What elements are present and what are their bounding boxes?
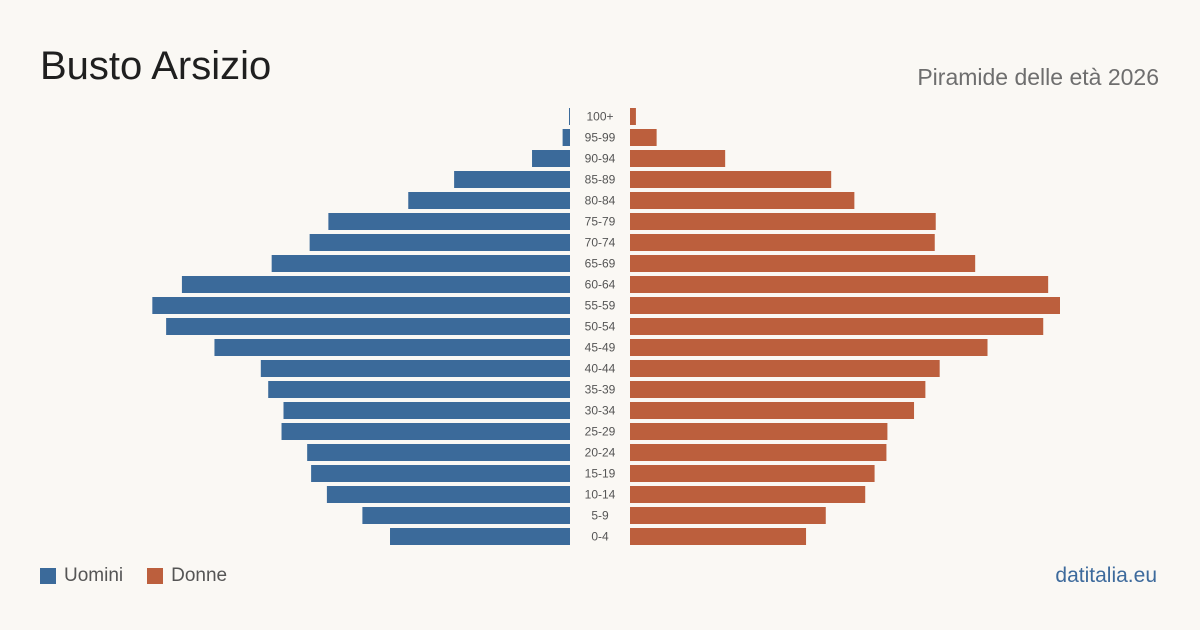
bar-women-45-49 [630, 339, 988, 356]
age-label-30-34: 30-34 [585, 404, 616, 418]
bar-men-5-9 [362, 507, 570, 524]
bar-women-35-39 [630, 381, 926, 398]
bar-women-75-79 [630, 213, 936, 230]
bar-men-0-4 [390, 528, 570, 545]
women-bars-group [630, 108, 1060, 545]
bar-women-40-44 [630, 360, 940, 377]
bar-men-10-14 [326, 486, 570, 503]
page-title: Busto Arsizio [40, 44, 272, 88]
bar-women-55-59 [630, 297, 1060, 314]
bar-men-25-29 [281, 423, 570, 440]
bar-men-85-89 [454, 171, 570, 188]
bar-women-50-54 [630, 318, 1044, 335]
bar-men-95-99 [562, 129, 570, 146]
legend-swatch-men [40, 568, 56, 584]
legend-label-women: Donne [171, 565, 228, 586]
chart-legend: Uomini Donne [40, 565, 251, 587]
bar-men-45-49 [214, 339, 571, 356]
age-label-80-84: 80-84 [585, 194, 616, 208]
age-label-55-59: 55-59 [585, 299, 616, 313]
brand-link[interactable]: datitalia.eu [1055, 564, 1157, 587]
age-label-90-94: 90-94 [585, 152, 616, 166]
age-label-85-89: 85-89 [585, 173, 616, 187]
bar-women-60-64 [630, 276, 1049, 293]
bar-women-90-94 [630, 150, 726, 167]
bar-men-30-34 [283, 402, 570, 419]
age-label-5-9: 5-9 [591, 509, 609, 523]
bar-men-40-44 [260, 360, 570, 377]
bar-women-0-4 [630, 528, 807, 545]
age-label-0-4: 0-4 [591, 530, 609, 544]
bar-women-15-19 [630, 465, 875, 482]
bar-men-35-39 [268, 381, 570, 398]
legend-item-men: Uomini [40, 565, 123, 587]
men-bars-group [152, 108, 571, 545]
bar-women-5-9 [630, 507, 826, 524]
bar-men-50-54 [166, 318, 570, 335]
bar-men-55-59 [152, 297, 570, 314]
bar-men-80-84 [408, 192, 570, 209]
age-labels-group: 100+ 95-99 90-94 85-89 80-84 75-79 70-74 65-69 6… [585, 110, 616, 544]
bar-women-95-99 [630, 129, 657, 146]
bar-women-100plus [630, 108, 636, 125]
bar-men-65-69 [271, 255, 570, 272]
bar-women-25-29 [630, 423, 888, 440]
bar-women-80-84 [630, 192, 855, 209]
bar-women-65-69 [630, 255, 976, 272]
bar-men-70-74 [309, 234, 570, 251]
legend-item-women: Donne [147, 565, 227, 587]
bar-women-70-74 [630, 234, 935, 251]
bar-men-60-64 [181, 276, 570, 293]
bar-men-100plus [569, 108, 570, 125]
legend-swatch-women [147, 568, 164, 584]
bar-women-85-89 [630, 171, 832, 188]
age-label-95-99: 95-99 [585, 131, 616, 145]
age-label-15-19: 15-19 [585, 467, 616, 481]
bar-women-10-14 [630, 486, 866, 503]
legend-label-men: Uomini [64, 565, 124, 586]
chart-subtitle: Piramide delle età 2026 [917, 64, 1159, 90]
age-label-50-54: 50-54 [585, 320, 616, 334]
bar-women-30-34 [630, 402, 915, 419]
bar-women-20-24 [630, 444, 887, 461]
age-label-100plus: 100+ [586, 110, 613, 124]
age-label-65-69: 65-69 [585, 257, 616, 271]
age-label-25-29: 25-29 [585, 425, 616, 439]
age-label-20-24: 20-24 [585, 446, 616, 460]
age-label-10-14: 10-14 [585, 488, 616, 502]
age-label-70-74: 70-74 [585, 236, 616, 250]
age-label-40-44: 40-44 [585, 362, 616, 376]
age-label-60-64: 60-64 [585, 278, 616, 292]
age-label-75-79: 75-79 [585, 215, 616, 229]
bar-men-15-19 [311, 465, 570, 482]
age-label-45-49: 45-49 [585, 341, 616, 355]
bar-men-20-24 [307, 444, 570, 461]
bar-men-90-94 [532, 150, 570, 167]
bar-men-75-79 [328, 213, 570, 230]
age-label-35-39: 35-39 [585, 383, 616, 397]
